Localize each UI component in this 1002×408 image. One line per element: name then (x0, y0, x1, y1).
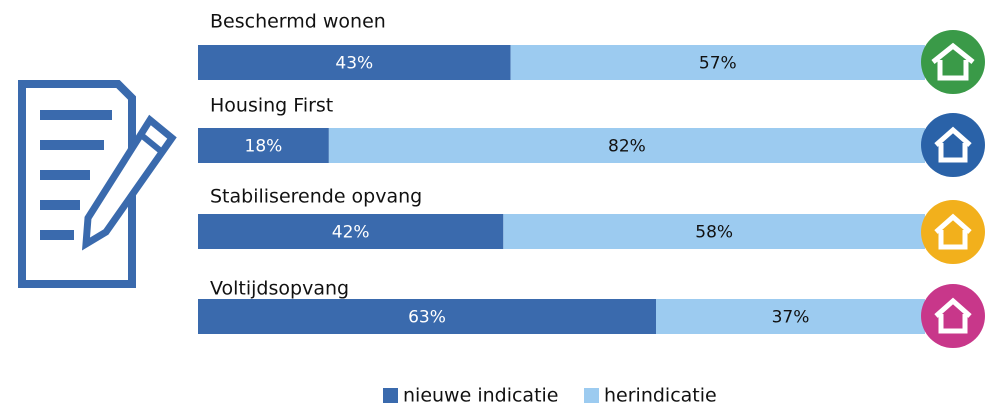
category-icons (921, 30, 985, 348)
icon (921, 284, 985, 348)
value-label: 18% (245, 137, 283, 157)
icon (921, 200, 985, 264)
bar-segment (198, 214, 504, 249)
bar-segment (656, 299, 925, 334)
legend-label: nieuwe indicatie (403, 385, 559, 407)
bar-segment (198, 299, 657, 334)
bar-segment (198, 45, 511, 80)
value-label: 63% (408, 308, 446, 328)
category-label: Housing First (210, 95, 333, 117)
legend-label: herindicatie (604, 385, 717, 407)
value-label: 37% (772, 308, 810, 328)
value-label: 43% (335, 54, 373, 74)
bar-segment (503, 214, 925, 249)
icon (921, 113, 985, 177)
legend-swatch (383, 388, 398, 403)
bar-segment (328, 128, 925, 163)
value-label: 58% (695, 223, 733, 243)
bar-segment (198, 128, 329, 163)
value-label: 42% (332, 223, 370, 243)
icon (921, 30, 985, 94)
value-label: 57% (699, 54, 737, 74)
bar-segment (510, 45, 925, 80)
document-icon (18, 80, 177, 288)
category-label: Stabiliserende opvang (210, 186, 422, 208)
category-label: Voltijdsopvang (210, 278, 349, 300)
category-label: Beschermd wonen (210, 11, 386, 33)
legend-swatch (584, 388, 599, 403)
value-label: 82% (608, 137, 646, 157)
